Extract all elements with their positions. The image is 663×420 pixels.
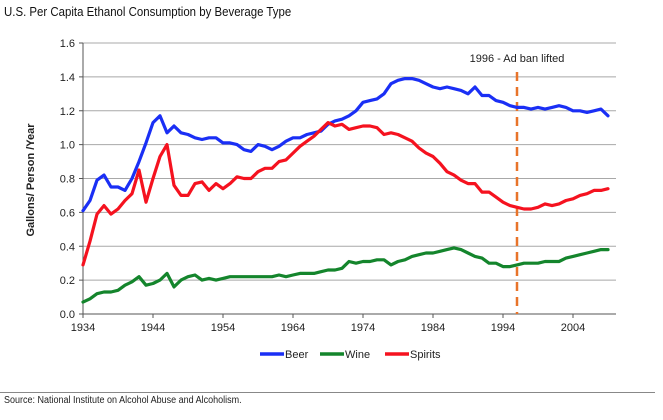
chart-subtitle: U.S. Per Capita Ethanol Consumption by B… — [4, 4, 292, 19]
x-tick-label: 1954 — [211, 322, 235, 334]
footer-divider — [0, 392, 655, 393]
x-tick-label: 1934 — [71, 322, 95, 334]
chart: 0.0 0.2 0.4 0.6 0.8 1.0 1.2 1.4 1.6 1934 1944 1954… — [25, 38, 616, 361]
series-line-beer — [81, 76, 610, 213]
axes — [79, 42, 616, 318]
x-tick-labels: 1934 1944 1954 1964 1974 1984 1994 2004 — [71, 322, 585, 334]
y-tick-label: 1.6 — [60, 38, 75, 50]
source-note: Source: National Institute on Alcohol Ab… — [4, 395, 242, 406]
y-tick-label: 1.2 — [60, 106, 75, 118]
y-tick-label: 1.4 — [60, 72, 75, 84]
series-line-spirits — [81, 120, 610, 267]
gridlines — [83, 42, 616, 281]
series-lines — [81, 76, 610, 304]
annotation: 1996 - Ad ban lifted — [470, 53, 565, 314]
legend-label-beer: Beer — [285, 349, 309, 361]
x-tick-label: 1964 — [281, 322, 305, 334]
y-tick-label: 0.8 — [60, 174, 75, 186]
x-tick-label: 1944 — [141, 322, 165, 334]
y-tick-label: 0.4 — [60, 241, 75, 253]
legend: Beer Wine Spirits — [260, 349, 441, 361]
legend-label-spirits: Spirits — [410, 349, 441, 361]
legend-label-wine: Wine — [345, 349, 370, 361]
x-tick-label: 2004 — [561, 322, 585, 334]
x-tick-label: 1974 — [351, 322, 375, 334]
y-axis-title: Gallons/ Person /Year — [25, 123, 37, 237]
y-tick-label: 0.0 — [60, 309, 75, 321]
x-tick-label: 1994 — [491, 322, 515, 334]
y-tick-label: 0.6 — [60, 207, 75, 219]
x-tick-label: 1984 — [421, 322, 445, 334]
series-line-wine — [81, 246, 610, 304]
y-tick-labels: 0.0 0.2 0.4 0.6 0.8 1.0 1.2 1.4 1.6 — [60, 38, 75, 321]
y-tick-label: 1.0 — [60, 140, 75, 152]
y-tick-label: 0.2 — [60, 275, 75, 287]
annotation-label: 1996 - Ad ban lifted — [470, 53, 565, 65]
